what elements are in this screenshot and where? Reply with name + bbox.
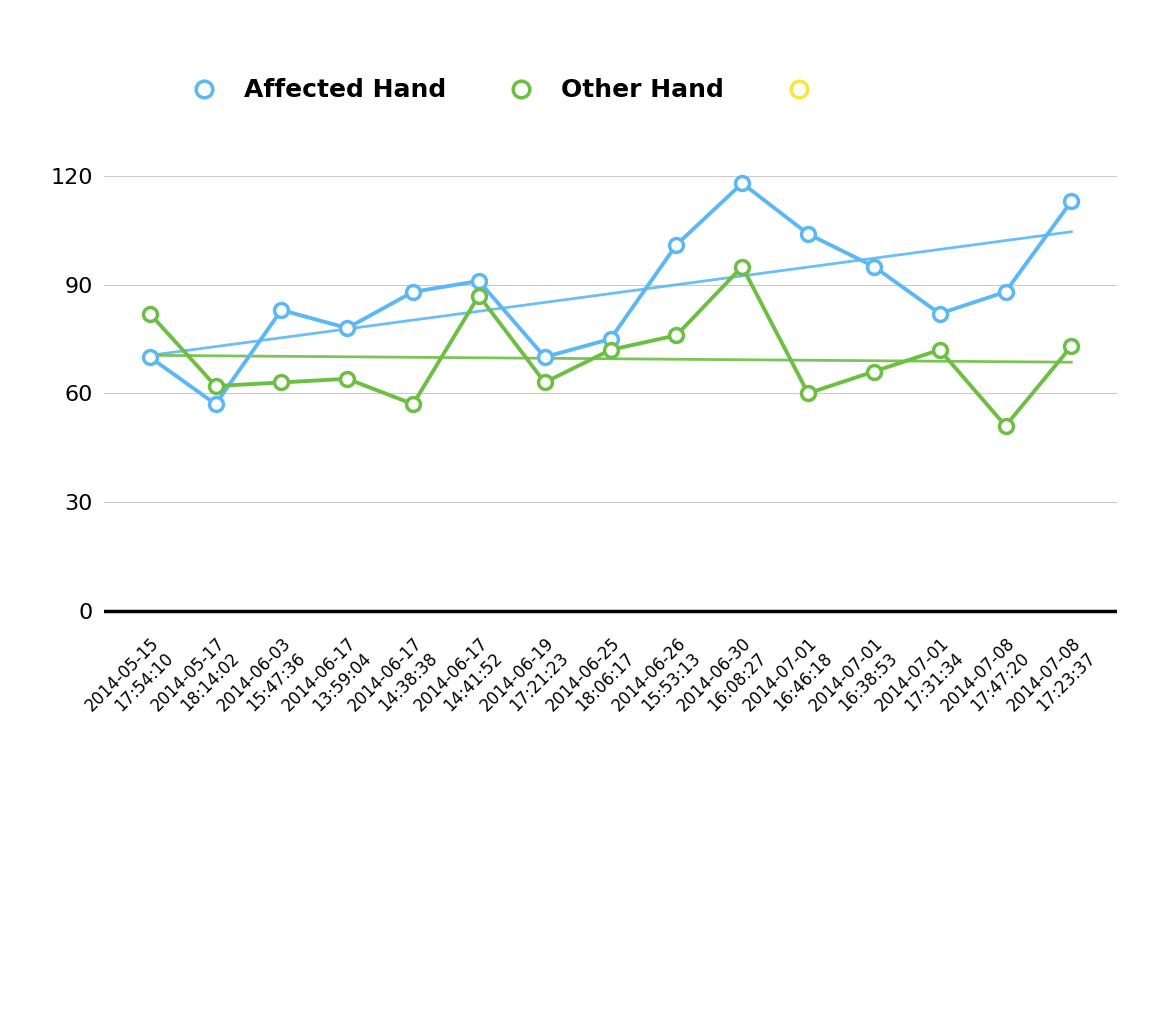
- Legend: Affected Hand, Other Hand, : Affected Hand, Other Hand,: [169, 68, 849, 113]
